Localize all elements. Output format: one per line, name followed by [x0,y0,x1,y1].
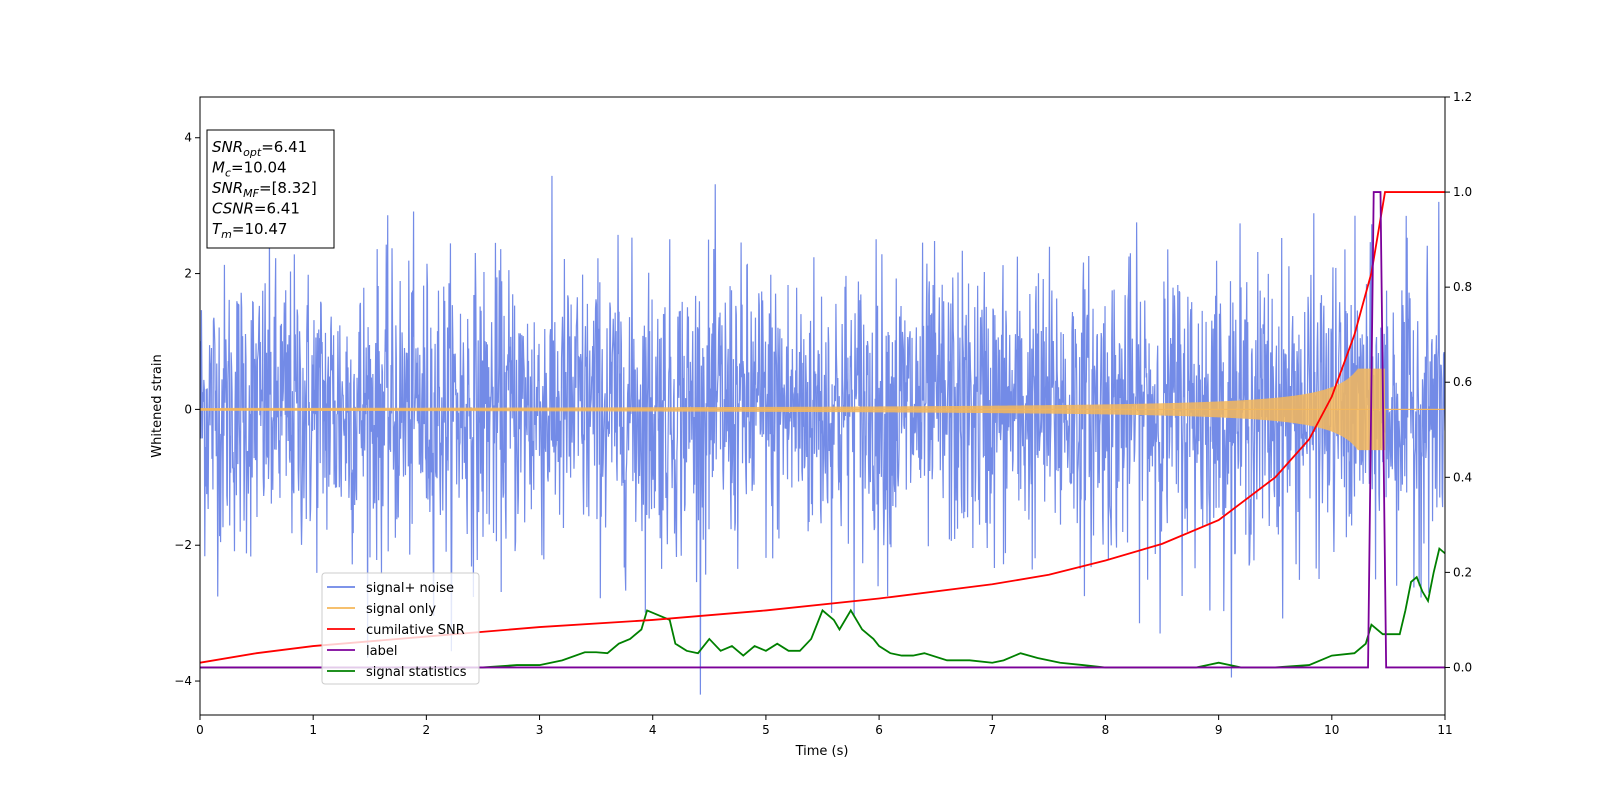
annotation-subscript: m [221,228,232,241]
y2-tick-label: 0.4 [1453,470,1472,484]
annotation-box: SNRopt=6.41Mc=10.04SNRMF=[8.32]CSNR=6.41… [206,129,335,249]
legend-entry-label: signal only [366,602,436,617]
y-axis-label: Whitened strain [150,354,165,457]
annotation-subscript: MF [243,187,259,200]
y2-tick-label: 0.2 [1453,565,1472,579]
annotation-line: SNRopt=6.41 [212,138,307,159]
legend-frame [321,572,480,685]
annotation-symbol: SNR [212,138,243,156]
annotation-value: =6.41 [254,200,300,218]
x-tick-label: 10 [1324,723,1339,737]
x-tick-label: 11 [1437,723,1452,737]
series-label-line [200,191,1445,669]
legend-entry-label: signal statistics [366,665,467,680]
annotation-symbol: CSNR [212,200,254,218]
y-tick-label: −4 [174,674,192,688]
y2-tick-label: 0.0 [1453,660,1472,674]
x-tick-label: 2 [423,723,431,737]
x-axis-label: Time (s) [795,744,849,759]
y-tick-label: −2 [174,538,192,552]
y-tick-label: 2 [184,267,192,281]
series-signal-statistics-line [200,546,1445,669]
y-tick-label: 4 [184,131,192,145]
annotation-line: Tm=10.47 [212,220,287,241]
annotation-line: CSNR=6.41 [212,200,300,218]
x-tick-label: 0 [196,723,204,737]
annotation-value: =6.41 [261,138,307,156]
annotation-subscript: c [225,167,231,180]
x-tick-label: 9 [1215,723,1223,737]
legend: signal+ noise signal only cumilative SNR la… [321,572,480,685]
legend-entry-label: signal+ noise [366,581,454,596]
legend-entry-label: label [366,644,397,659]
x-tick-label: 7 [988,723,996,737]
annotation-symbol: T [212,220,223,238]
y-tick-label: 0 [184,402,192,416]
y2-tick-label: 0.8 [1453,280,1472,294]
annotation-line: Mc=10.04 [212,159,287,180]
annotation-frame [206,129,335,249]
x-tick-label: 8 [1102,723,1110,737]
annotation-symbol: M [212,159,225,177]
x-tick-label: 3 [536,723,544,737]
x-tick-label: 1 [309,723,317,737]
annotation-symbol: SNR [212,179,243,197]
series-signal-noise-line [200,175,1445,695]
annotation-value: =10.47 [232,220,288,238]
y2-tick-label: 1.2 [1453,90,1472,104]
plot-frame [199,96,1446,716]
annotation-value: =10.04 [231,159,287,177]
legend-entry-label: cumilative SNR [366,623,465,638]
annotation-line: SNRMF=[8.32] [212,179,317,200]
series-signal-only-line [200,368,1445,451]
x-tick-label: 6 [875,723,883,737]
annotation-value: =[8.32] [259,179,317,197]
x-tick-label: 5 [762,723,770,737]
x-tick-label: 4 [649,723,657,737]
y2-tick-label: 0.6 [1453,375,1472,389]
y2-tick-label: 1.0 [1453,185,1472,199]
annotation-subscript: opt [243,146,262,159]
